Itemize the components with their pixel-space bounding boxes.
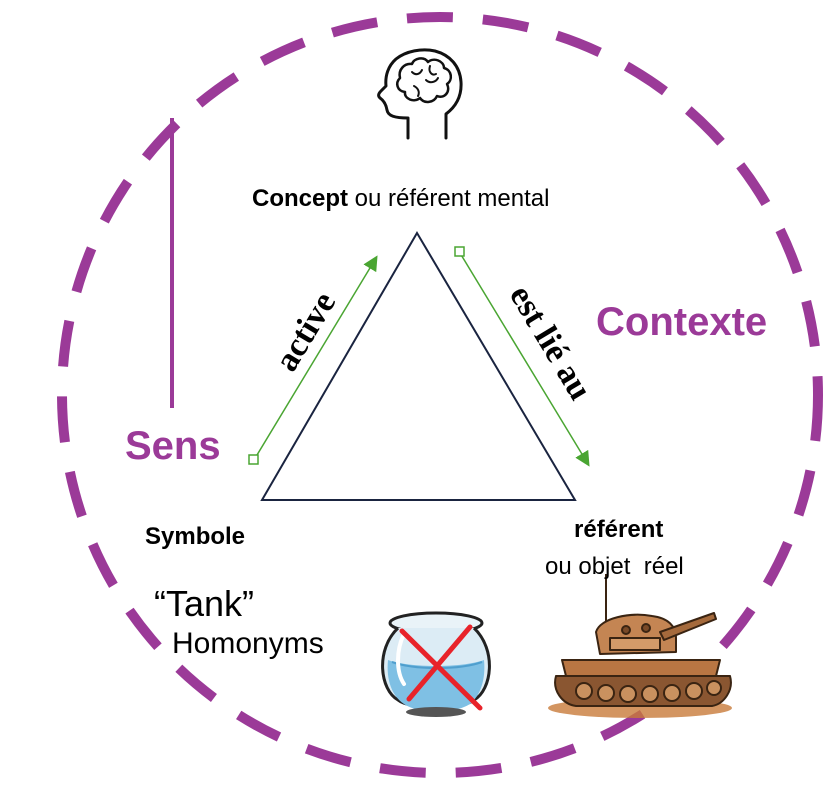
context-circle — [57, 12, 823, 778]
homonyms-label: Homonyms — [172, 627, 324, 660]
tank-icon — [548, 574, 732, 718]
brain-head-icon — [377, 48, 463, 140]
tank-word: “Tank” — [154, 583, 255, 624]
active-arrow — [248, 255, 378, 465]
contexte-label: Contexte — [596, 300, 768, 344]
referent-label: référent — [574, 516, 664, 543]
symbol-label: Symbole — [145, 523, 246, 550]
referent-sublabel: ou objet réel — [545, 553, 684, 580]
concept-label: Concept ou référent mental — [252, 185, 549, 213]
semiotic-triangle — [260, 231, 577, 501]
est-lie-au-arrow — [454, 246, 590, 467]
concept-label-rest: ou référent mental — [348, 185, 550, 212]
cross-icon — [399, 624, 483, 711]
sens-label: Sens — [125, 424, 221, 468]
concept-label-bold: Concept — [252, 185, 348, 212]
